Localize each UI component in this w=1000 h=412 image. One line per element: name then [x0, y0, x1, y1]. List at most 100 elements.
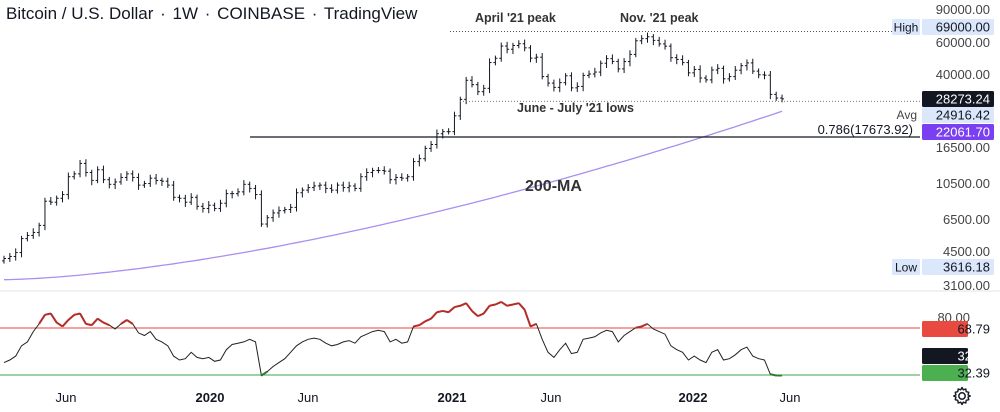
rsi-zone-segment [103, 321, 110, 327]
nov-peak-annotation: Nov. '21 peak [620, 11, 699, 25]
rsi-zone-segment [447, 306, 456, 313]
time-tick-label: Jun [56, 390, 77, 405]
candle [522, 39, 527, 52]
june-july-lows-annotation: June - July '21 lows [517, 101, 634, 115]
candle [516, 40, 521, 49]
candle [95, 166, 100, 184]
high-tag-bg [892, 19, 920, 35]
rsi-zone-segment [91, 318, 99, 326]
rsi-zone-segment [85, 322, 92, 327]
rsi-upper-badge-bg [922, 321, 968, 337]
candle [60, 191, 65, 203]
rsi-zone-segment [442, 309, 449, 314]
rsi-zone-segment [770, 373, 777, 377]
candle [423, 145, 428, 162]
candle [434, 129, 439, 149]
gear-icon[interactable] [952, 386, 972, 406]
candle [510, 42, 515, 55]
interval-label[interactable]: 1W [172, 4, 199, 23]
rsi-zone-segment [436, 309, 443, 314]
candle [674, 54, 679, 65]
candle [750, 58, 755, 74]
candle [358, 173, 363, 192]
candle [575, 82, 580, 92]
low-value-badge: 3616.18 [922, 259, 994, 275]
price-tick-label: 10500.00 [936, 176, 990, 191]
rsi-zone-segment [471, 310, 479, 317]
candle [493, 55, 498, 66]
candle [429, 141, 434, 152]
candle [499, 42, 504, 62]
candle [2, 255, 6, 264]
price-tick-label: 6500.00 [943, 212, 990, 227]
rsi-zone-segment [518, 302, 526, 311]
candle [399, 173, 404, 181]
rsi-zone-segment [482, 305, 491, 315]
candle [540, 52, 545, 80]
candle [505, 41, 510, 54]
rsi-line [3, 301, 782, 377]
rsi-zone-segment [494, 300, 502, 306]
candle [265, 214, 270, 228]
ma-value-badge-bg [922, 124, 994, 140]
ma-value-badge-text: 22061.70 [936, 125, 990, 140]
candle [452, 111, 457, 136]
candle [704, 75, 708, 83]
candle [101, 165, 106, 184]
ma-200-line [3, 110, 783, 281]
candle [622, 58, 627, 73]
fib-label: 0.786(17673.92) [818, 122, 913, 137]
candle [569, 72, 574, 92]
rsi-zone-segment [44, 312, 52, 316]
candle [715, 64, 720, 75]
candle [89, 169, 94, 186]
candle [13, 248, 18, 261]
title-separator: · [160, 4, 166, 23]
candle [300, 187, 305, 198]
candle [247, 181, 252, 193]
candle [212, 202, 217, 212]
candle [382, 166, 387, 175]
candle [183, 194, 188, 207]
candle [347, 181, 352, 193]
rsi-lower-badge-text: 32.39 [957, 366, 990, 381]
chart-title: Bitcoin / U.S. Dollar · 1W · COINBASE · … [6, 4, 419, 24]
candle [464, 76, 469, 105]
rsi-zone-segment [97, 317, 105, 324]
title-separator: · [311, 4, 318, 23]
candle [171, 180, 176, 201]
candle [124, 171, 129, 181]
candle [774, 91, 779, 101]
low-value-badge-text: 3616.18 [943, 260, 990, 275]
price-tick-label: 40000.00 [936, 67, 990, 82]
candle [317, 182, 322, 191]
low-tag: Low [892, 259, 920, 275]
candle [475, 81, 480, 96]
rsi-zone-segment [454, 304, 461, 309]
candle [686, 59, 691, 77]
candle [446, 128, 451, 135]
avg-value-badge-bg [922, 107, 994, 123]
candle [329, 184, 334, 193]
rsi-zone-segment [506, 303, 514, 307]
candle [733, 65, 738, 81]
candle [604, 55, 609, 69]
candle [31, 228, 36, 239]
rsi-zone-segment [73, 312, 81, 316]
candle [657, 36, 662, 47]
rsi-zone-segment [430, 311, 438, 320]
rsi-current-badge-text: 32.39 [957, 349, 990, 364]
rsi-zone-segment [126, 319, 134, 325]
rsi-zone-segment [413, 324, 420, 328]
candle [230, 190, 235, 199]
candle [294, 188, 299, 212]
rsi-zone-segment [79, 313, 87, 325]
candle [364, 168, 369, 181]
rsi-current-badge: 32.39 [922, 348, 990, 364]
candle [744, 59, 749, 71]
candle [282, 206, 287, 214]
rsi-zone-segment [56, 321, 64, 328]
price-tick-label: 4500.00 [943, 244, 990, 259]
candle [159, 177, 164, 186]
